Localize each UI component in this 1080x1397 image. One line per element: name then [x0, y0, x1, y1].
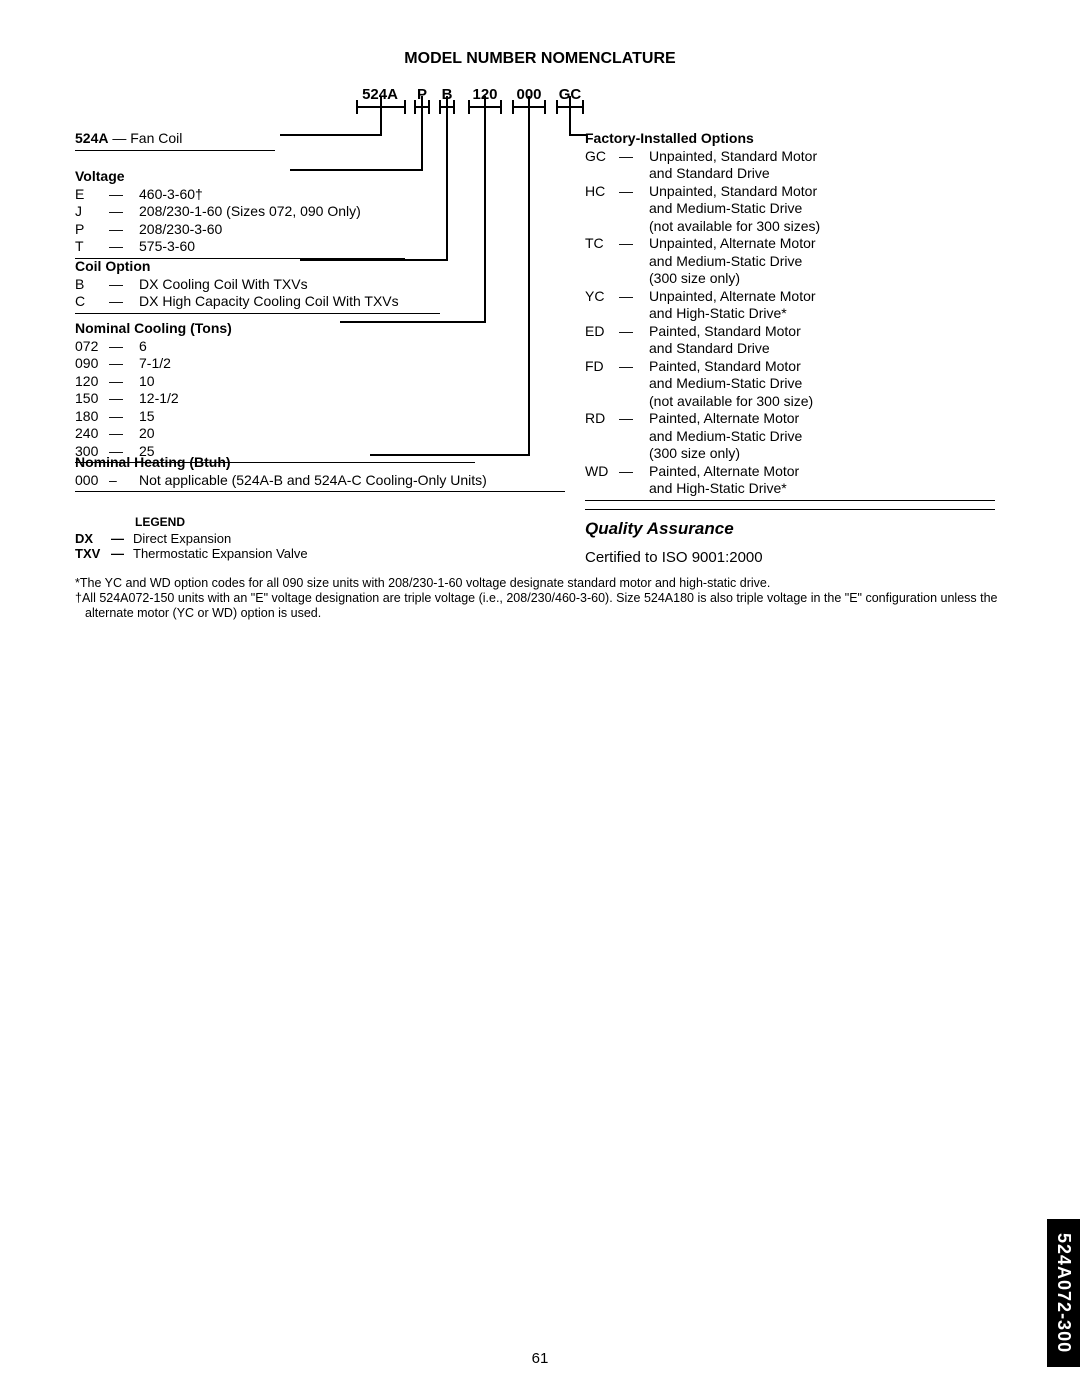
fio-sub: and Standard Drive: [585, 340, 995, 358]
cooling-row: 090—7-1/2: [75, 355, 475, 373]
fio-sub: and Medium-Static Drive: [585, 253, 995, 271]
page: MODEL NUMBER NOMENCLATURE 524A P B 120 0…: [0, 0, 1080, 1397]
cooling-row: 072—6: [75, 338, 475, 356]
heating-row: 000–Not applicable (524A-B and 524A-C Co…: [75, 472, 565, 490]
model-number-row: 524A P B 120 000 GC: [75, 86, 1005, 122]
fan-coil-row: 524A — Fan Coil: [75, 130, 182, 146]
fio-row: TC—Unpainted, Alternate Motor: [585, 235, 995, 253]
fio-sub: and Medium-Static Drive: [585, 375, 995, 393]
fio-sub: (300 size only): [585, 445, 995, 463]
fio-row: WD—Painted, Alternate Motor: [585, 463, 995, 481]
coil-option-heading: Coil Option: [75, 258, 440, 276]
legend-title: LEGEND: [135, 515, 308, 529]
qa-heading: Quality Assurance: [585, 509, 995, 539]
fio-row: HC—Unpainted, Standard Motor: [585, 183, 995, 201]
footnote-2: †All 524A072-150 units with an "E" volta…: [75, 591, 1005, 621]
footnotes: *The YC and WD option codes for all 090 …: [75, 576, 1005, 621]
nominal-cooling-heading: Nominal Cooling (Tons): [75, 320, 475, 338]
cooling-row: 120—10: [75, 373, 475, 391]
fio-sub: and High-Static Drive*: [585, 480, 995, 498]
nominal-cooling-section: Nominal Cooling (Tons) 072—6 090—7-1/2 1…: [75, 320, 565, 465]
footnote-1: *The YC and WD option codes for all 090 …: [75, 576, 770, 591]
voltage-section: Voltage E—460-3-60† J—208/230-1-60 (Size…: [75, 168, 565, 261]
cooling-row: 240—20: [75, 425, 475, 443]
fio-sub: and Medium-Static Drive: [585, 200, 995, 218]
qa-text: Certified to ISO 9001:2000: [585, 549, 995, 568]
voltage-row: E—460-3-60†: [75, 186, 405, 204]
cooling-row: 180—15: [75, 408, 475, 426]
coil-row: C—DX High Capacity Cooling Coil With TXV…: [75, 293, 440, 311]
fio-row: ED—Painted, Standard Motor: [585, 323, 995, 341]
fio-row: GC—Unpainted, Standard Motor: [585, 148, 995, 166]
fio-row: FD—Painted, Standard Motor: [585, 358, 995, 376]
voltage-row: J—208/230-1-60 (Sizes 072, 090 Only): [75, 203, 405, 221]
fio-sub: and Medium-Static Drive: [585, 428, 995, 446]
fio-sub: (not available for 300 sizes): [585, 218, 995, 236]
legend-block: LEGEND DX — Direct Expansion TXV — Therm…: [75, 515, 308, 561]
fan-coil-section: 524A — Fan Coil: [75, 130, 565, 153]
side-tab: 524A072-300: [1047, 1219, 1080, 1367]
nominal-heating-section: Nominal Heating (Btuh) 000–Not applicabl…: [75, 454, 565, 494]
fio-row: RD—Painted, Alternate Motor: [585, 410, 995, 428]
coil-row: B—DX Cooling Coil With TXVs: [75, 276, 440, 294]
cooling-row: 150—12-1/2: [75, 390, 475, 408]
page-number: 61: [0, 1350, 1080, 1367]
legend-row: TXV — Thermostatic Expansion Valve: [75, 546, 308, 561]
fio-sub: and High-Static Drive*: [585, 305, 995, 323]
coil-option-section: Coil Option B—DX Cooling Coil With TXVs …: [75, 258, 565, 316]
legend-row: DX — Direct Expansion: [75, 531, 308, 546]
nominal-heating-heading: Nominal Heating (Btuh): [75, 454, 565, 472]
voltage-row: T—575-3-60: [75, 238, 405, 256]
fio-sub: (not available for 300 size): [585, 393, 995, 411]
fio-row: YC—Unpainted, Alternate Motor: [585, 288, 995, 306]
voltage-row: P—208/230-3-60: [75, 221, 405, 239]
fio-sub: (300 size only): [585, 270, 995, 288]
fio-heading: Factory-Installed Options: [585, 130, 995, 148]
page-title: MODEL NUMBER NOMENCLATURE: [75, 50, 1005, 68]
fio-sub: and Standard Drive: [585, 165, 995, 183]
voltage-heading: Voltage: [75, 168, 405, 186]
fio-section: Factory-Installed Options GC—Unpainted, …: [585, 130, 995, 568]
